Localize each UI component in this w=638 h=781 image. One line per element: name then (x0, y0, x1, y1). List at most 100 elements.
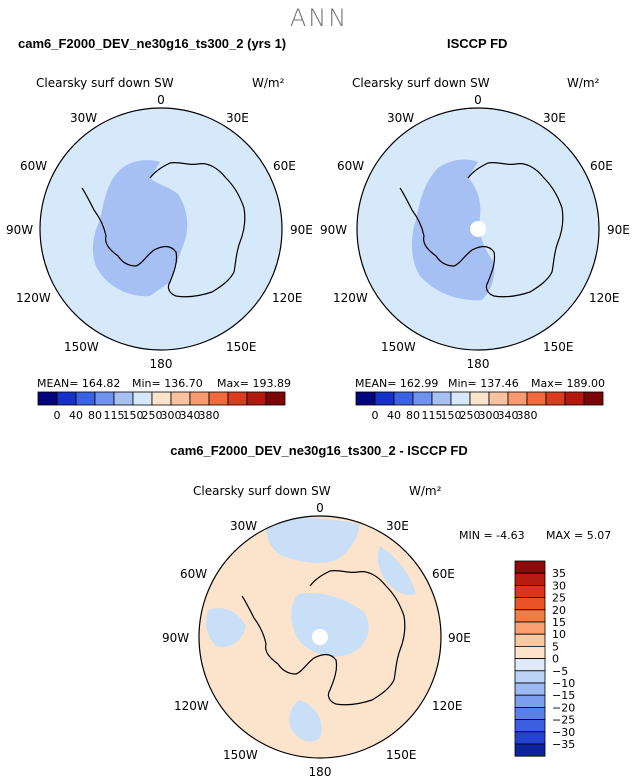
panel3-colorbar: 35 30 25 20 15 10 5 0 −5 −10 −15 −20 −25 −30 −35 (514, 560, 594, 770)
panel1-colorbar-label-4: 150 (123, 409, 144, 422)
panel3-colorbar-swatch-13 (514, 719, 546, 733)
panel3-lon-label-5: 150E (386, 748, 417, 762)
panel2-lon-label-8: 120W (333, 291, 368, 305)
panel3-blue-region-interior (291, 592, 369, 657)
panel3-colorbar-label-0: 35 (552, 567, 566, 580)
panel2-colorbar-label-6: 300 (479, 409, 500, 422)
panel1-colorbar-label-1: 40 (69, 409, 83, 422)
panel1-lon-label-4: 120E (272, 291, 303, 305)
panel3-blue-region-north (266, 517, 360, 563)
panel3-colorbar-swatch-12 (514, 706, 546, 720)
panel1-min-stat: Min= 136.70 (132, 377, 203, 390)
panel3-map-border (198, 515, 442, 759)
panel3-lon-label-0: 0 (316, 501, 324, 515)
panel2-colorbar-swatch-7 (488, 391, 509, 406)
panel3-colorbar-label-8: −5 (552, 665, 568, 678)
panel3-max-stat: MAX = 5.07 (546, 529, 612, 542)
panel1-colorbar-swatch-4 (113, 391, 134, 406)
panel2-colorbar-label-7: 340 (498, 409, 519, 422)
panel3-colorbar-swatch-4 (514, 609, 546, 623)
panel1-mean-stat: MEAN= 164.82 (37, 377, 121, 390)
panel1-colorbar-label-3: 115 (104, 409, 125, 422)
panel2-interior-low-region (411, 159, 495, 301)
panel2-colorbar-swatch-6 (469, 391, 490, 406)
panel3-colorbar-label-14: −35 (552, 738, 575, 751)
panel3-title: cam6_F2000_DEV_ne30g16_ts300_2 - ISCCP F… (170, 443, 468, 458)
panel3-blue-region-west (206, 607, 246, 648)
panel3-lon-label-8: 120W (174, 699, 209, 713)
panel3-missing-data-hole (312, 629, 328, 645)
panel2-colorbar-label-5: 250 (460, 409, 481, 422)
panel2-colorbar-swatch-10 (545, 391, 566, 406)
panel1-lon-label-8: 120W (16, 291, 51, 305)
panel2-lon-label-3: 90E (607, 223, 630, 237)
panel3-colorbar-label-13: −30 (552, 726, 575, 739)
panel1-lon-label-7: 150W (64, 340, 99, 354)
panel2-colorbar-label-0: 0 (372, 409, 379, 422)
panel1-lon-label-9: 90W (6, 223, 33, 237)
panel2-units-label: W/m² (567, 76, 600, 90)
panel3-colorbar-swatch-15 (514, 743, 546, 757)
panel1-title: cam6_F2000_DEV_ne30g16_ts300_2 (yrs 1) (18, 36, 287, 51)
panel1-colorbar-label-5: 250 (142, 409, 163, 422)
panel3-colorbar-label-7: 0 (552, 653, 559, 666)
panel2-lon-label-1: 30E (543, 111, 566, 125)
panel3-colorbar-label-6: 5 (552, 640, 559, 653)
panel1-colorbar: 0 40 80 115 150 250 300 340 380 (37, 391, 286, 428)
panel3-min-stat: MIN = -4.63 (459, 529, 525, 542)
panel3-colorbar-swatch-2 (514, 584, 546, 598)
panel3-variable-label: Clearsky surf down SW (193, 484, 331, 498)
panel1-colorbar-label-0: 0 (54, 409, 61, 422)
panel2-missing-data-hole (470, 221, 486, 237)
panel1-max-stat: Max= 193.89 (217, 377, 291, 390)
panel1-lon-label-2: 60E (273, 159, 296, 173)
panel2-variable-label: Clearsky surf down SW (352, 76, 490, 90)
panel1-colorbar-swatch-2 (75, 391, 96, 406)
panel2-colorbar-swatch-8 (507, 391, 528, 406)
panel3-lon-label-2: 60E (432, 567, 455, 581)
panel1-colorbar-swatch-1 (56, 391, 77, 406)
panel3-colorbar-swatch-9 (514, 670, 546, 684)
panel2-lon-label-5: 150E (543, 340, 574, 354)
panel3-colorbar-label-4: 15 (552, 616, 566, 629)
panel2-lon-label-10: 60W (337, 159, 364, 173)
panel1-interior-low-region (92, 160, 188, 297)
panel1-lon-label-5: 150E (226, 340, 257, 354)
panel3-blue-region-south (289, 700, 322, 742)
panel3-colorbar-swatch-11 (514, 694, 546, 708)
panel2-colorbar: 0 40 80 115 150 250 300 340 380 (355, 391, 604, 428)
panel3-units-label: W/m² (409, 484, 442, 498)
panel2-min-stat: Min= 137.46 (448, 377, 519, 390)
panel1-antarctica-coastline (81, 161, 246, 298)
panel3-colorbar-label-5: 10 (552, 628, 566, 641)
panel1-variable-label: Clearsky surf down SW (36, 76, 174, 90)
panel3-colorbar-label-9: −10 (552, 677, 575, 690)
panel3-colorbar-label-3: 20 (552, 604, 566, 617)
panel1-lon-label-6: 180 (150, 357, 173, 371)
panel1-lon-label-0: 0 (157, 93, 165, 107)
panel2-colorbar-label-2: 80 (406, 409, 420, 422)
panel3-colorbar-swatch-5 (514, 621, 546, 635)
panel1-colorbar-swatch-0 (37, 391, 58, 406)
panel2-colorbar-label-3: 115 (422, 409, 443, 422)
panel3-colorbar-label-11: −20 (552, 701, 575, 714)
main-title: ANN (289, 4, 349, 32)
panel2-max-stat: Max= 189.00 (531, 377, 605, 390)
panel3-colorbar-swatch-7 (514, 646, 546, 660)
panel3-lon-label-11: 30W (230, 519, 257, 533)
panel1-colorbar-label-2: 80 (88, 409, 102, 422)
panel3-lon-label-4: 120E (432, 699, 463, 713)
panel2-colorbar-label-4: 150 (441, 409, 462, 422)
panel3-colorbar-label-10: −15 (552, 689, 575, 702)
panel2-lon-label-9: 90W (320, 223, 347, 237)
panel1-lon-label-1: 30E (226, 111, 249, 125)
panel3-blue-region-east (377, 546, 416, 596)
panel2-colorbar-swatch-12 (583, 391, 604, 406)
panel3-colorbar-label-2: 25 (552, 592, 566, 605)
panel3-lon-label-6: 180 (309, 765, 332, 779)
panel1-colorbar-label-8: 380 (199, 409, 220, 422)
panel2-colorbar-swatch-9 (526, 391, 547, 406)
panel1-lon-label-11: 30W (70, 111, 97, 125)
panel2-mean-stat: MEAN= 162.99 (355, 377, 439, 390)
panel3-lon-label-10: 60W (180, 567, 207, 581)
